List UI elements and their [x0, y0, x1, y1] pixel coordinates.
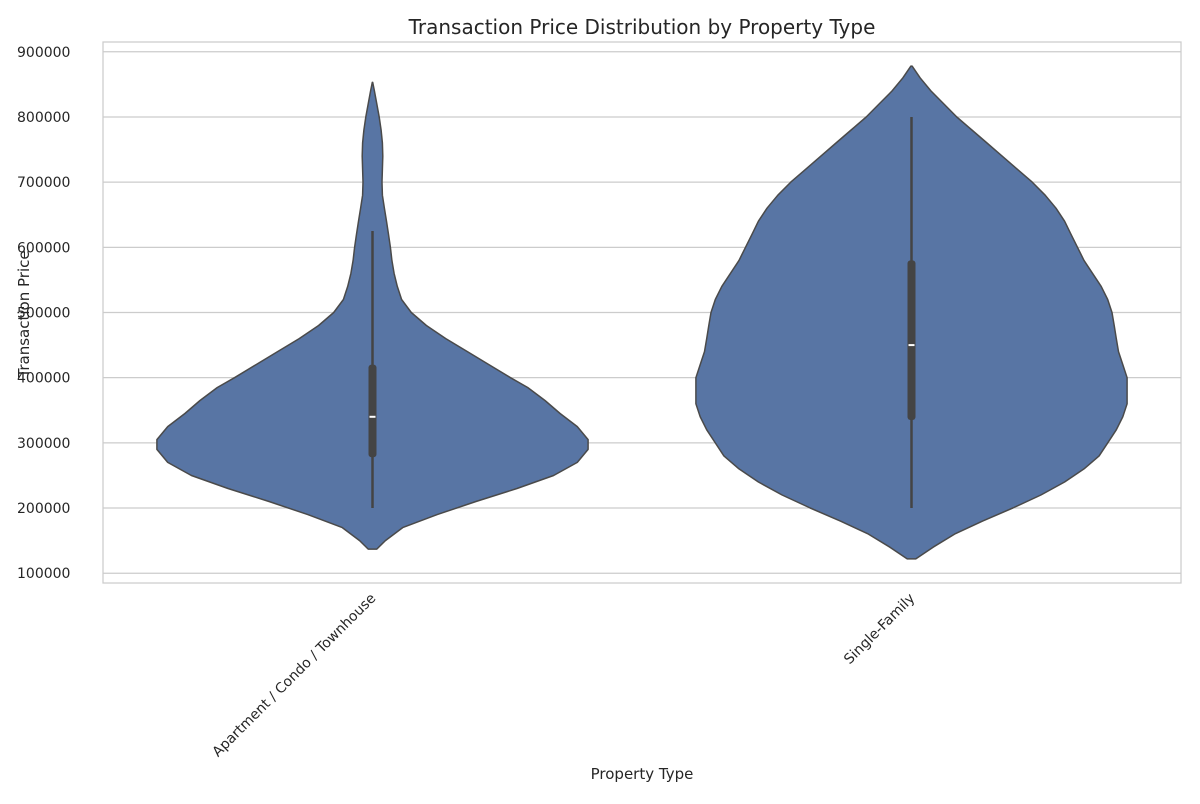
violin-iqr-box [907, 260, 916, 421]
plot-frame [102, 41, 1182, 584]
chart-title: Transaction Price Distribution by Proper… [408, 15, 876, 39]
x-axis-ticks: Apartment / Condo / Townhouse Single-Fami… [210, 591, 919, 761]
y-tick-label: 300000 [17, 436, 70, 452]
y-tick-label: 900000 [17, 45, 70, 61]
y-tick-label: 500000 [17, 306, 70, 322]
y-tick-label: 200000 [17, 501, 70, 517]
violins-group [156, 65, 1128, 560]
y-tick-label: 100000 [17, 566, 70, 582]
x-tick-label: Single-Family [841, 591, 918, 668]
y-tick-label: 600000 [17, 240, 70, 256]
x-axis-label: Property Type [591, 765, 694, 783]
y-tick-label: 400000 [17, 371, 70, 387]
y-tick-label: 700000 [17, 175, 70, 191]
y-tick-label: 800000 [17, 110, 70, 126]
violin-iqr-box [368, 364, 377, 458]
x-tick-label: Apartment / Condo / Townhouse [210, 591, 380, 761]
y-axis-label: Transaction Price [15, 250, 33, 378]
y-axis-ticks: 100000 200000 300000 400000 500000 600000 7000… [17, 45, 70, 582]
